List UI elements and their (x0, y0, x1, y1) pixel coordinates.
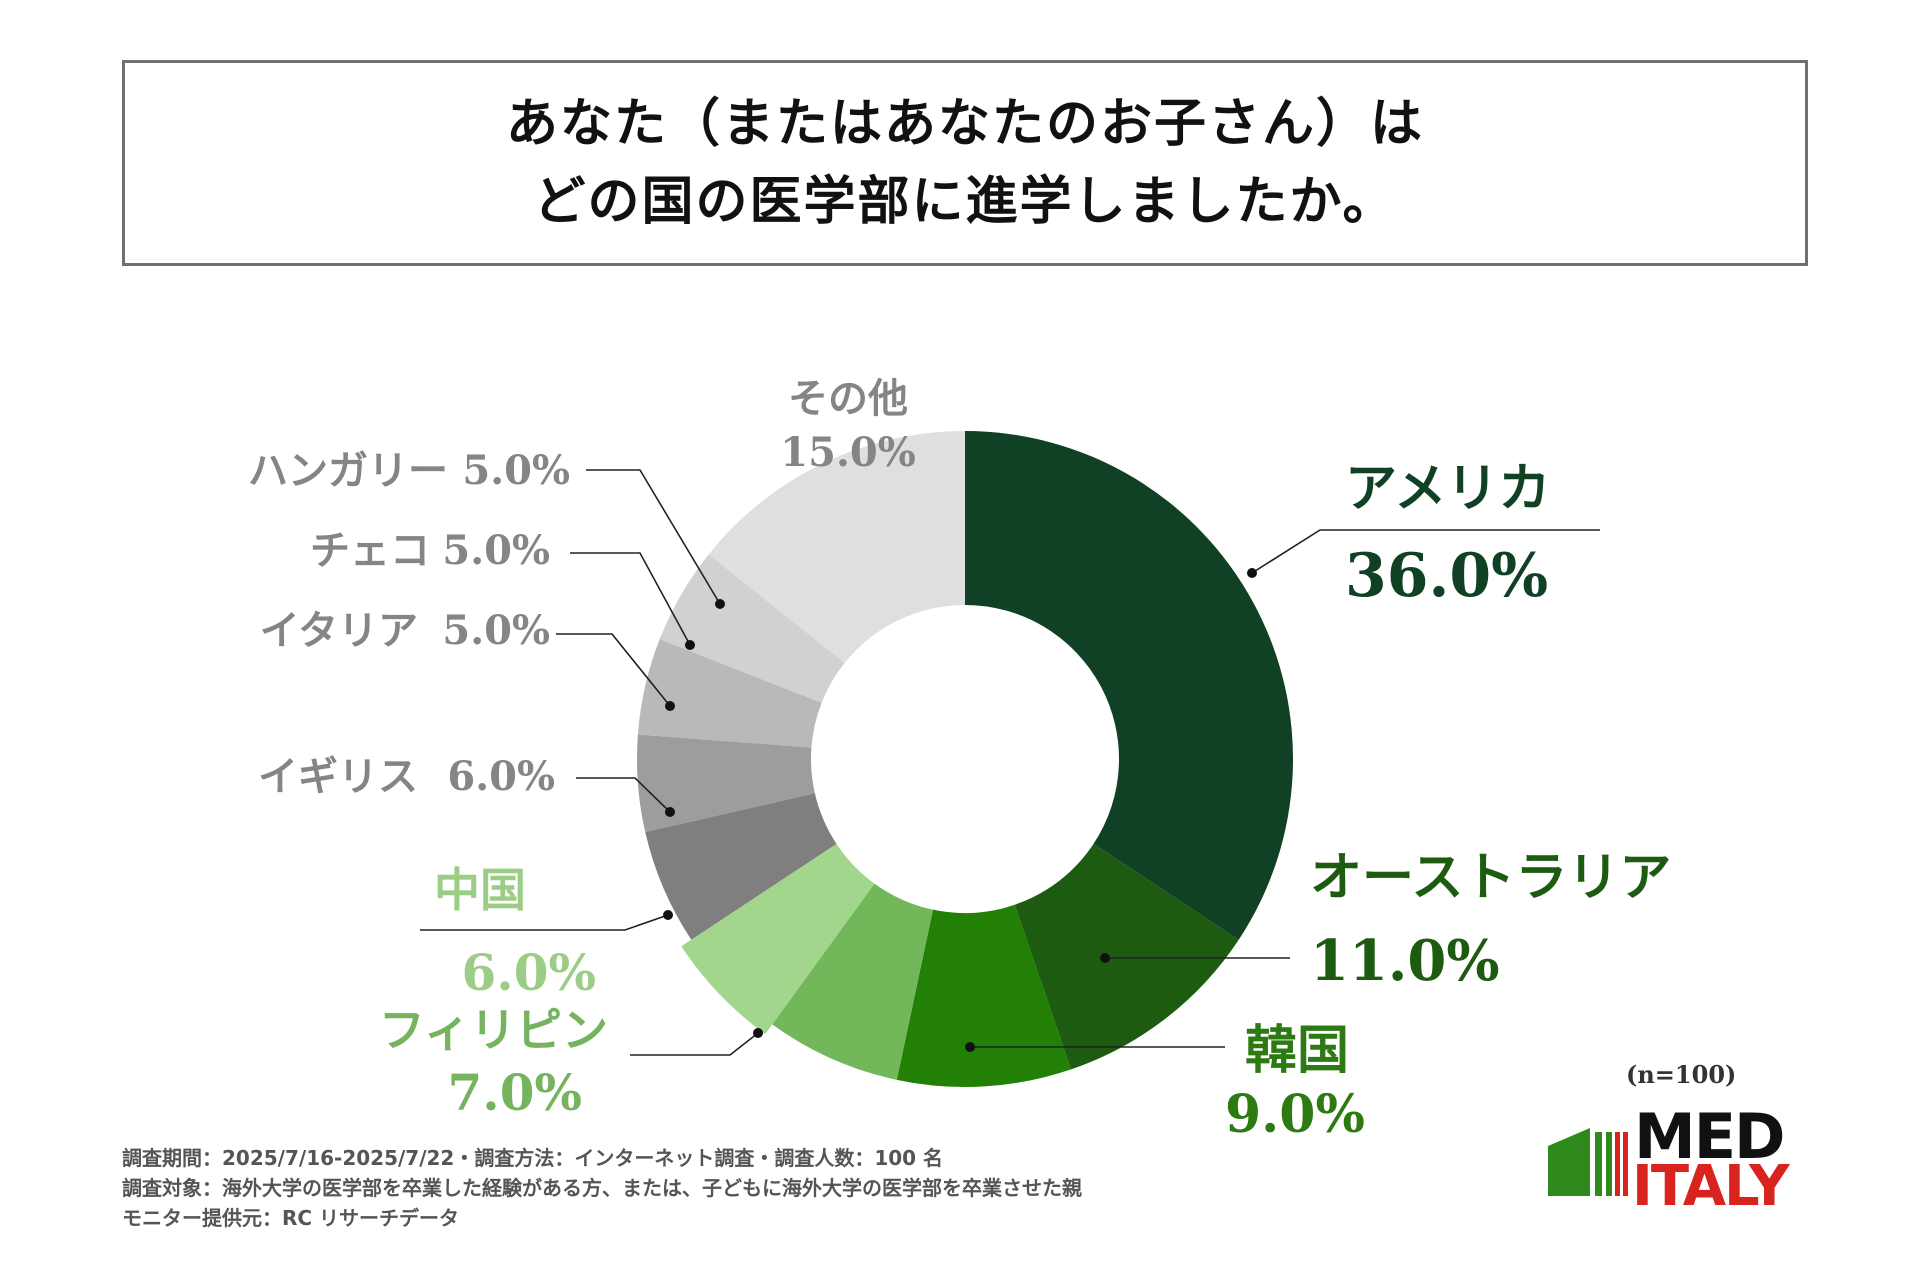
slice-value-2: 9.0% (1225, 1084, 1365, 1145)
slice-value-0: 36.0% (1345, 541, 1548, 611)
slice-value-7: 5.0% (442, 527, 550, 574)
leader-line-5 (576, 777, 671, 813)
leader-dot-7 (685, 640, 695, 650)
med-italy-logo: MED ITALY (1548, 1100, 1798, 1219)
slice-label-9: その他 (788, 376, 908, 422)
slice-label-4: 中国 (434, 863, 526, 917)
leader-lines-layer (420, 469, 1600, 1056)
title-box: あなた（またはあなたのお子さん）は どの国の医学部に進学しましたか。 (122, 60, 1808, 266)
footnote-target: 調査対象：海外大学の医学部を卒業した経験がある方、または、子どもに海外大学の医学… (122, 1176, 1082, 1200)
leader-dot-3 (753, 1028, 763, 1038)
slice-value-3: 7.0% (448, 1063, 583, 1122)
leader-dot-4 (663, 910, 673, 920)
slice-9 (708, 431, 965, 663)
slice-label-2: 韓国 (1245, 1021, 1349, 1081)
slice-label-0: アメリカ (1345, 459, 1550, 519)
slices-layer (637, 431, 1293, 1087)
slice-0 (965, 431, 1293, 940)
slice-2 (896, 904, 1072, 1087)
slice-label-7: チェコ (310, 528, 430, 574)
slice-label-5: イギリス (258, 754, 418, 800)
title-line-1: あなた（またはあなたのお子さん）は (505, 93, 1424, 154)
leader-dot-1 (1100, 953, 1110, 963)
leader-line-6 (556, 633, 671, 707)
slice-label-1: オーストラリア (1310, 848, 1671, 908)
footnotes: 調査期間：2025/7/16-2025/7/22・調査方法：インターネット調査・… (122, 1143, 1082, 1233)
footnote-period: 調査期間：2025/7/16-2025/7/22・調査方法：インターネット調査・… (122, 1146, 944, 1170)
slice-4 (681, 843, 875, 1035)
leader-line-0 (1251, 529, 1600, 574)
slice-value-5: 6.0% (447, 753, 555, 800)
leader-dot-6 (665, 701, 675, 711)
leader-dot-0 (1247, 568, 1257, 578)
leader-dot-2 (965, 1042, 975, 1052)
slice-1 (1014, 843, 1239, 1070)
slice-label-3: フィリピン (379, 1003, 608, 1057)
building-logo-icon (1548, 1128, 1628, 1196)
leader-line-8 (586, 469, 721, 605)
leader-line-7 (570, 552, 691, 646)
leader-line-4 (420, 914, 669, 931)
slice-value-4: 6.0% (462, 943, 597, 1002)
slice-value-6: 5.0% (442, 607, 550, 654)
title-line-2: どの国の医学部に進学しましたか。 (533, 171, 1397, 232)
slice-5 (645, 793, 837, 940)
slice-value-9: 15.0% (780, 429, 915, 476)
leader-line-3 (630, 1032, 759, 1056)
sample-size: (n=100) (1626, 1060, 1737, 1089)
footnote-provider: モニター提供元：RC リサーチデータ (122, 1206, 460, 1230)
labels-layer: アメリカ 36.0% オーストラリア 11.0% 韓国9.0% フィリピン 7.0% 中国 6.… (248, 376, 1671, 1145)
logo-med-text: MED (1634, 1100, 1786, 1173)
slice-3 (772, 883, 933, 1080)
slice-value-1: 11.0% (1310, 928, 1500, 994)
slice-7 (637, 639, 822, 748)
slice-label-6: イタリア (260, 608, 418, 654)
slice-8 (659, 554, 845, 703)
slice-label-8: ハンガリー (248, 448, 448, 494)
slice-value-8: 5.0% (462, 447, 570, 494)
logo-italy-text: ITALY (1632, 1154, 1790, 1219)
leader-dot-8 (715, 599, 725, 609)
leader-dot-5 (665, 807, 675, 817)
slice-6 (637, 734, 815, 832)
